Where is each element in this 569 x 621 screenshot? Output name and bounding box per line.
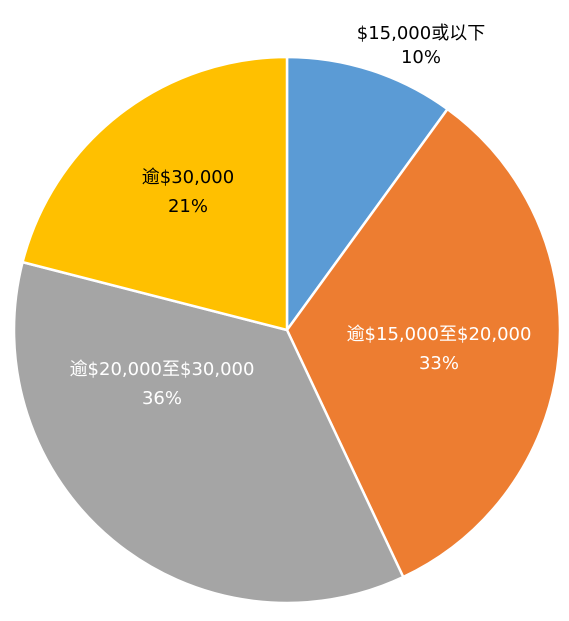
slice-percent-3: 36% <box>142 388 182 409</box>
pie-slice-2 <box>285 107 562 579</box>
slice-percent-4: 21% <box>168 196 208 217</box>
slices-layer <box>12 55 562 605</box>
slice-label-1: $15,000或以下 <box>357 23 485 44</box>
slice-label-4: 逾$30,000 <box>142 167 234 188</box>
pie-slice-4 <box>21 55 289 332</box>
slice-label-2: 逾$15,000至$20,000 <box>347 324 532 345</box>
labels-layer: $15,000或以下 10% 逾$15,000至$20,000 33% 逾$20,000… <box>70 23 532 409</box>
slice-label-3: 逾$20,000至$30,000 <box>70 359 255 380</box>
slice-percent-1: 10% <box>401 47 441 68</box>
pie-slice-1 <box>285 55 449 332</box>
slice-percent-2: 33% <box>419 353 459 374</box>
pie-slice-3 <box>12 260 405 605</box>
